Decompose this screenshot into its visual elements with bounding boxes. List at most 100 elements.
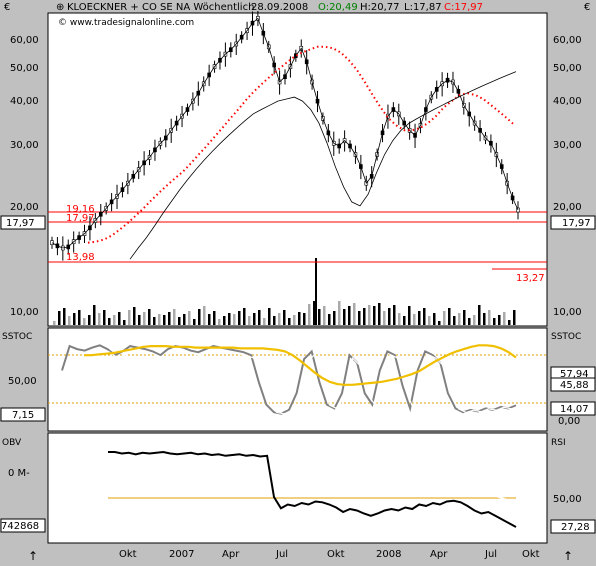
sstoc-value-box [550,377,596,392]
volume-bar [188,311,191,325]
price-tick-left: 40,00 [10,96,39,107]
sstoc-value: 0,00 [558,416,580,427]
x-tick-label: 2008 [376,549,401,560]
close-value: C:17,97 [444,2,483,13]
volume-bar [328,314,331,325]
rsi-right-value: 27,28 [561,522,590,533]
volume-bar [473,315,476,325]
volume-bar [463,310,466,325]
volume-bar [73,313,76,325]
volume-bar [373,306,376,325]
sstoc-value: 14,07 [560,404,589,415]
volume-bar [478,305,481,325]
obv-left-box [0,518,46,533]
volume-bar [248,316,251,325]
volume-bar [193,319,196,325]
level-label-1327: 13,27 [516,273,545,284]
chart-date: 28.09.2008 [251,2,308,13]
chart-title: KLOECKNER + CO SE NA Wöchentlich [67,2,254,13]
volume-bar [428,316,431,325]
title-icon: ⊕ [56,2,64,13]
obv-rsi-panel[interactable] [47,432,548,544]
level-label-1398: 13,98 [66,252,95,263]
sstoc-value-box [550,401,596,416]
sstoc-line-white [64,348,520,415]
volume-bar [508,320,511,325]
volume-bar [438,321,441,325]
volume-bar [118,312,121,325]
high-value: H:20,77 [360,2,400,13]
volume-bar [348,306,351,325]
sstoc-layer [48,344,547,415]
rsi-right-box [550,519,596,534]
price-tick-right: 40,00 [553,96,582,107]
volume-bar [398,313,401,325]
last-value-left: 17,97 [6,218,35,229]
price-panel[interactable] [47,12,548,327]
volume-bar [418,311,421,325]
volume-bar [298,312,301,325]
price-layer [48,10,547,325]
volume-bar [58,311,61,325]
price-tick-left: 60,00 [10,35,39,46]
volume-bar [413,314,416,325]
volume-bar [363,308,366,325]
scroll-up-arrow-icon[interactable]: ↑ [563,549,573,563]
volume-bar [63,308,66,325]
sstoc-signal-line [84,344,517,386]
volume-bar [98,313,101,325]
obv-tick-zero: 0 M- [8,468,30,479]
rsi-tick-50: 50,00 [553,494,582,505]
price-tick-right: 50,00 [553,63,582,74]
x-axis: Okt 2007 Apr Jul Okt 2008 Apr Jul Okt ↑ … [28,549,573,563]
volume-bar [303,313,306,325]
volume-bar [308,304,311,325]
volume-bar [253,313,256,325]
sstoc-label-right: SSTOC [551,332,581,342]
volume-bar [138,315,141,325]
volume-bar [258,310,261,325]
volume-bar [443,311,446,325]
sstoc-value: 45,88 [560,380,589,391]
volume-bar [403,316,406,325]
x-tick-label: Apr [222,549,240,560]
sstoc-label-left: SSTOC [2,332,32,342]
scroll-up-arrow-icon[interactable]: ↑ [28,549,38,563]
volume-bar [408,306,411,325]
volume-bar [383,311,386,325]
volume-bar [53,321,56,325]
volume-bar [238,311,241,325]
volume-bar [178,317,181,325]
volume-bar [433,313,436,325]
volume-tick-left: 10,00 [10,307,39,318]
currency-right: € [584,2,590,13]
volume-bar [468,318,471,325]
price-tick-right: 20,00 [553,202,582,213]
volume-bar [158,314,161,325]
volume-bar [448,308,451,325]
price-tick-left: 30,00 [10,140,39,151]
price-tick-right: 60,00 [553,35,582,46]
volume-bar [388,308,391,325]
sstoc-panel[interactable] [47,327,548,432]
volume-bar [453,316,456,325]
volume-bar [133,307,136,325]
volume-bar [293,315,296,325]
last-value-box-left [0,215,46,230]
sstoc-left-box [0,407,46,422]
obv-label: OBV [2,438,22,448]
volume-bar [78,310,81,325]
obv-line [108,450,517,528]
volume-bar [333,311,336,325]
volume-bar [203,306,206,325]
volume-bar [218,319,221,325]
rsi-label: RSI [551,438,566,448]
moving-average-line [87,45,516,244]
volume-bar [208,314,211,325]
volume-bar [283,310,286,325]
volume-bar [493,318,496,325]
price-line [51,17,519,249]
volume-bar [358,311,361,325]
